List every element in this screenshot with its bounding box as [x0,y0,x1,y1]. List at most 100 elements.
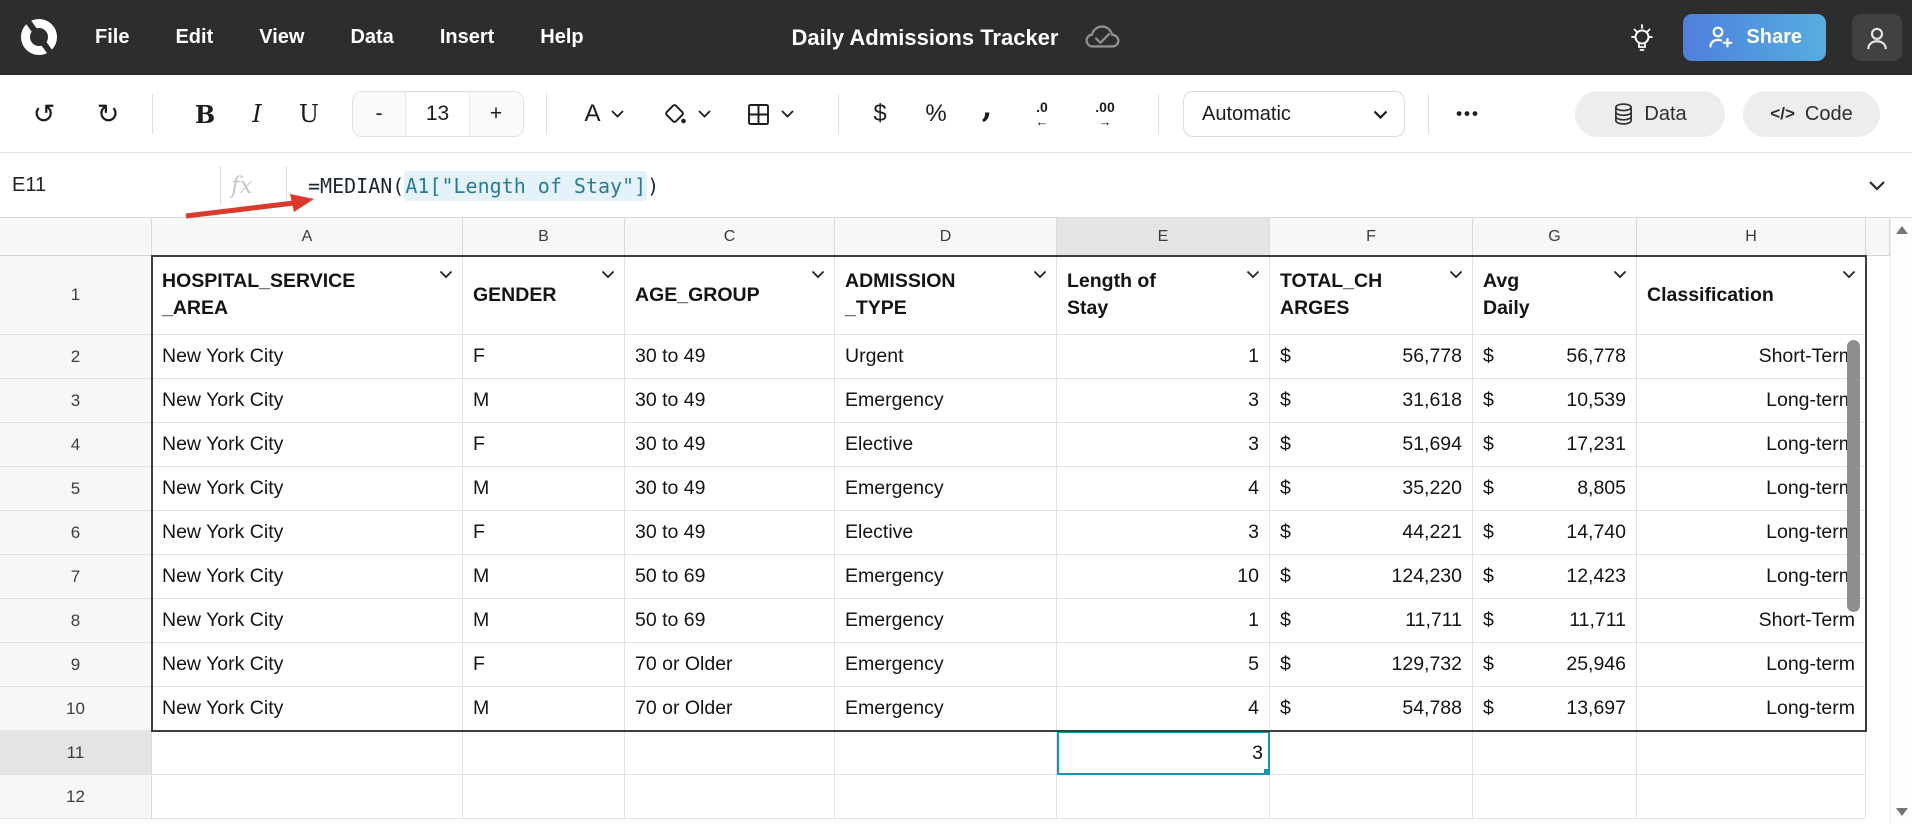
column-header-e-selected[interactable]: E [1057,218,1270,256]
cell-length-of-stay[interactable]: 3 [1057,511,1270,555]
cell-gender[interactable]: F [463,335,625,379]
cell-length-of-stay[interactable]: 3 [1057,379,1270,423]
cell-area[interactable]: New York City [152,467,463,511]
header-gender[interactable]: GENDER [463,256,625,335]
tips-lightbulb-icon[interactable] [1627,21,1657,55]
cell-length-of-stay[interactable]: 1 [1057,599,1270,643]
cell-length-of-stay[interactable]: 10 [1057,555,1270,599]
document-title[interactable]: Daily Admissions Tracker [791,24,1059,50]
filter-chevron-icon[interactable] [1613,270,1627,279]
cell-area[interactable]: New York City [152,423,463,467]
filter-chevron-icon[interactable] [601,270,615,279]
empty-cell[interactable] [1270,731,1473,775]
empty-cell[interactable] [1057,775,1270,819]
empty-cell[interactable] [625,731,835,775]
cell-age-group[interactable]: 30 to 49 [625,423,835,467]
cell-age-group[interactable]: 30 to 49 [625,511,835,555]
account-avatar-button[interactable] [1852,14,1902,61]
cell-total-charges[interactable]: $11,711 [1270,599,1473,643]
menu-file[interactable]: File [95,26,130,48]
filter-chevron-icon[interactable] [1246,270,1260,279]
header-total-charges[interactable]: TOTAL_CH ARGES [1270,256,1473,335]
code-panel-button[interactable]: </> Code [1743,91,1880,137]
cell-age-group[interactable]: 30 to 49 [625,335,835,379]
selected-cell-e11[interactable]: 3 [1057,731,1270,775]
formula-input[interactable]: =MEDIAN(A1["Length of Stay"]) [308,153,659,218]
row-number[interactable]: 7 [0,555,152,599]
cell-area[interactable]: New York City [152,555,463,599]
cell-avg-daily[interactable]: $25,946 [1473,643,1637,687]
expand-formula-bar-chevron-icon[interactable] [1868,180,1886,191]
row-number[interactable]: 1 [0,256,152,335]
cell-avg-daily[interactable]: $10,539 [1473,379,1637,423]
cell-gender[interactable]: F [463,511,625,555]
borders-button[interactable] [732,75,808,153]
cell-avg-daily[interactable]: $13,697 [1473,687,1637,731]
cell-length-of-stay[interactable]: 1 [1057,335,1270,379]
cell-admission-type[interactable]: Emergency [835,555,1057,599]
cell-classification[interactable]: Long-term [1637,687,1866,731]
vertical-scrollbar-thumb[interactable] [1847,340,1860,612]
cell-length-of-stay[interactable]: 5 [1057,643,1270,687]
filter-chevron-icon[interactable] [1033,270,1047,279]
cell-avg-daily[interactable]: $56,778 [1473,335,1637,379]
empty-cell[interactable] [463,731,625,775]
cell-avg-daily[interactable]: $8,805 [1473,467,1637,511]
app-logo-icon[interactable] [16,14,62,60]
cell-area[interactable]: New York City [152,335,463,379]
header-classification[interactable]: Classification [1637,256,1866,335]
font-size-increase-button[interactable]: + [470,92,522,136]
cell-admission-type[interactable]: Emergency [835,599,1057,643]
empty-cell[interactable] [463,775,625,819]
cell-admission-type[interactable]: Urgent [835,335,1057,379]
more-options-button[interactable]: ••• [1456,104,1480,123]
column-header-a[interactable]: A [152,218,463,256]
percent-format-button[interactable]: % [925,100,947,127]
empty-cell[interactable] [625,775,835,819]
empty-cell[interactable] [1473,775,1637,819]
row-number[interactable]: 8 [0,599,152,643]
cell-classification[interactable]: Long-term [1637,555,1866,599]
cell-admission-type[interactable]: Emergency [835,467,1057,511]
row-number[interactable]: 10 [0,687,152,731]
select-all-corner[interactable] [0,218,152,256]
filter-chevron-icon[interactable] [1449,270,1463,279]
cell-total-charges[interactable]: $51,694 [1270,423,1473,467]
cell-classification[interactable]: Short-Term [1637,335,1866,379]
cell-gender[interactable]: F [463,643,625,687]
cell-area[interactable]: New York City [152,643,463,687]
redo-button[interactable]: ↻ [96,98,120,129]
empty-cell[interactable] [1270,775,1473,819]
row-number[interactable]: 12 [0,775,152,819]
cell-age-group[interactable]: 50 to 69 [625,555,835,599]
font-size-decrease-button[interactable]: - [353,92,405,136]
cell-avg-daily[interactable]: $14,740 [1473,511,1637,555]
cell-total-charges[interactable]: $124,230 [1270,555,1473,599]
cell-classification[interactable]: Long-term [1637,379,1866,423]
cell-gender[interactable]: M [463,555,625,599]
cell-classification[interactable]: Long-term [1637,423,1866,467]
cell-admission-type[interactable]: Emergency [835,379,1057,423]
row-number[interactable]: 9 [0,643,152,687]
empty-cell[interactable] [152,731,463,775]
cell-total-charges[interactable]: $129,732 [1270,643,1473,687]
row-number[interactable]: 2 [0,335,152,379]
vertical-scrollbar[interactable] [1890,218,1912,824]
empty-cell[interactable] [1473,731,1637,775]
currency-format-button[interactable]: $ [873,100,887,127]
cell-total-charges[interactable]: $54,788 [1270,687,1473,731]
empty-cell[interactable] [835,775,1057,819]
cell-length-of-stay[interactable]: 4 [1057,467,1270,511]
cell-area[interactable]: New York City [152,379,463,423]
font-size-value[interactable]: 13 [405,92,470,136]
cell-admission-type[interactable]: Elective [835,511,1057,555]
menu-insert[interactable]: Insert [439,26,495,48]
cell-classification[interactable]: Long-term [1637,643,1866,687]
cell-total-charges[interactable]: $44,221 [1270,511,1473,555]
underline-button[interactable]: U [298,100,320,128]
header-length-of-stay[interactable]: Length of Stay [1057,256,1270,335]
cell-area[interactable]: New York City [152,687,463,731]
filter-chevron-icon[interactable] [1842,270,1856,279]
cell-total-charges[interactable]: $35,220 [1270,467,1473,511]
row-number[interactable]: 3 [0,379,152,423]
